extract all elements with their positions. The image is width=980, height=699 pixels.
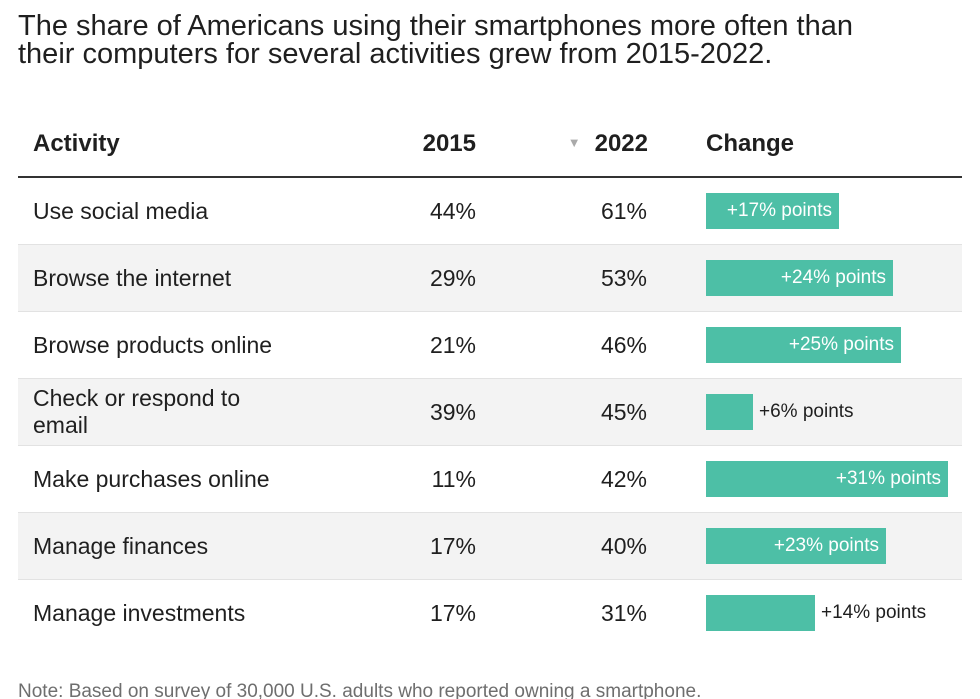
value-2022-cell: 45%: [476, 378, 648, 446]
change-cell: +31% points: [648, 445, 962, 513]
value-2015-cell: 29%: [293, 244, 476, 312]
table-row: Make purchases online 11% 42% +31% points: [18, 445, 962, 513]
table-row: Use social media 44% 61% +17% points: [18, 177, 962, 245]
change-bar-wrap: +23% points: [706, 528, 961, 564]
table-row: Manage investments 17% 31% +14% points: [18, 580, 962, 647]
footnote: Note: Based on survey of 30,000 U.S. adu…: [18, 681, 702, 699]
change-bar-wrap: +17% points: [706, 193, 961, 229]
value-2015-cell: 17%: [293, 512, 476, 580]
change-cell: +25% points: [648, 311, 962, 379]
table-row: Browse the internet 29% 53% +24% points: [18, 244, 962, 312]
data-table: Activity 2015 ▼ 2022 Change Use social me…: [18, 112, 962, 646]
table-row: Browse products online 21% 46% +25% points: [18, 311, 962, 379]
change-bar: [706, 595, 815, 631]
column-header-2015[interactable]: 2015: [293, 112, 476, 178]
change-label: +14% points: [821, 602, 927, 623]
change-bar: [706, 394, 753, 430]
activity-cell: Browse the internet: [18, 244, 293, 312]
change-bar: +25% points: [706, 327, 901, 363]
table-row: Manage finances 17% 40% +23% points: [18, 512, 962, 580]
change-cell: +17% points: [648, 177, 962, 245]
value-2015-cell: 39%: [293, 378, 476, 446]
value-2022-cell: 61%: [476, 177, 648, 245]
change-label: +6% points: [759, 401, 854, 422]
value-2022-cell: 46%: [476, 311, 648, 379]
column-header-2022-label: 2022: [594, 130, 648, 157]
value-2022-cell: 40%: [476, 512, 648, 580]
activity-cell: Browse products online: [18, 311, 293, 379]
change-bar: +17% points: [706, 193, 839, 229]
title-line-1: The share of Americans using their smart…: [18, 10, 853, 42]
change-cell: +6% points: [648, 378, 962, 446]
column-header-2022[interactable]: ▼ 2022: [476, 112, 648, 178]
activity-cell: Manage investments: [33, 599, 246, 626]
change-cell: +24% points: [648, 244, 962, 312]
value-2015-cell: 17%: [429, 599, 476, 626]
change-bar-wrap: +14% points: [706, 595, 961, 631]
value-2022-cell: 42%: [476, 445, 648, 513]
column-header-activity[interactable]: Activity: [18, 112, 293, 178]
activity-cell: Make purchases online: [18, 445, 293, 513]
value-2022-cell: 53%: [476, 244, 648, 312]
change-cell: +23% points: [648, 512, 962, 580]
change-label: +25% points: [788, 334, 894, 355]
change-bar-wrap: +31% points: [706, 461, 961, 497]
activity-cell: Check or respond to email: [18, 378, 293, 446]
value-2015-cell: 11%: [293, 445, 476, 513]
activity-cell: Manage finances: [18, 512, 293, 580]
change-label: +24% points: [780, 267, 886, 288]
change-label: +31% points: [835, 468, 941, 489]
value-2015-cell: 44%: [293, 177, 476, 245]
title-line-2: their computers for several activities g…: [18, 38, 773, 70]
table-body: Use social media 44% 61% +17% points Browse …: [18, 177, 962, 646]
change-bar-wrap: +25% points: [706, 327, 961, 363]
change-label: +17% points: [726, 200, 832, 221]
activity-cell: Use social media: [18, 177, 293, 245]
header-row: Activity 2015 ▼ 2022 Change: [18, 112, 962, 178]
change-bar: +23% points: [706, 528, 886, 564]
table-row: Check or respond to email 39% 45% +6% point…: [18, 378, 962, 446]
change-bar: +31% points: [706, 461, 948, 497]
column-header-change[interactable]: Change: [648, 112, 962, 178]
change-cell: +14% points: [648, 580, 962, 647]
value-2015-cell: 21%: [293, 311, 476, 379]
value-2022-cell: 31%: [600, 599, 647, 626]
change-label: +23% points: [773, 535, 879, 556]
change-bar: +24% points: [706, 260, 893, 296]
change-bar-wrap: +24% points: [706, 260, 961, 296]
sort-down-icon: ▼: [567, 135, 581, 151]
change-bar-wrap: +6% points: [706, 394, 961, 430]
chart-title: The share of Americans using their smart…: [18, 10, 968, 70]
